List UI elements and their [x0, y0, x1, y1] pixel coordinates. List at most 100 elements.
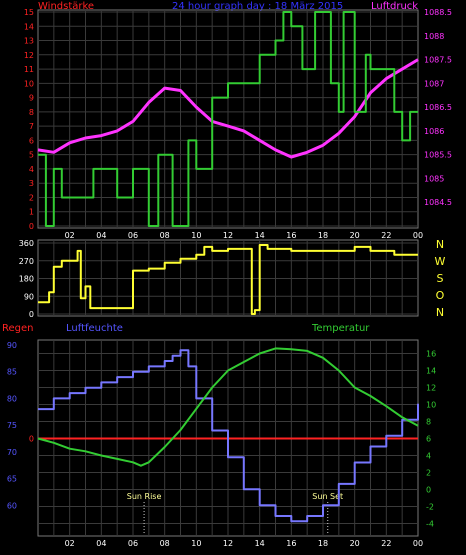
x-tick-label: 00: [413, 539, 423, 548]
temperature-tick: 16: [426, 350, 436, 359]
compass-label: S: [437, 272, 444, 285]
wind-speed-tick: 2: [29, 193, 34, 202]
wind-direction-tick: 270: [19, 257, 34, 266]
wind-speed-tick: 15: [24, 8, 34, 17]
x-tick-label: 02: [65, 539, 75, 548]
x-tick-label: 16: [286, 539, 296, 548]
x-tick-label: 10: [191, 231, 201, 240]
x-tick-label: 06: [128, 231, 138, 240]
pressure-tick: 1087.5: [424, 56, 452, 65]
temperature-tick: 4: [426, 452, 431, 461]
temperature-tick: 12: [426, 384, 436, 393]
panel-wind-direction-series: [38, 244, 418, 315]
title-wind-speed: Windstärke: [38, 1, 94, 12]
wind-direction-tick: 360: [19, 239, 34, 248]
wind-direction-tick: 0: [29, 310, 34, 319]
pressure-tick: 1088: [424, 32, 444, 41]
x-tick-label: 12: [223, 231, 233, 240]
wind-speed-tick: 10: [24, 79, 34, 88]
temperature-tick: 8: [426, 418, 431, 427]
x-tick-label: 22: [381, 231, 391, 240]
panel-humidity-temperature-series: [37, 347, 419, 523]
compass-label: N: [436, 306, 444, 319]
wind-speed-tick: 0: [29, 222, 34, 231]
rain-axis-ticks: 0: [29, 435, 34, 444]
humidity-tick: 60: [7, 501, 17, 510]
sun-annotations: Sun Rise Sun Set: [127, 492, 343, 535]
x-tick-label: 02: [65, 231, 75, 240]
pressure-tick: 1086.5: [424, 103, 452, 112]
wind-speed-tick: 3: [29, 179, 34, 188]
wind-speed-tick: 14: [24, 22, 34, 31]
compass-label: O: [436, 289, 445, 302]
wind-speed-tick: 8: [29, 108, 34, 117]
sun-rise-label: Sun Rise: [127, 492, 162, 501]
x-tick-label: 08: [160, 231, 170, 240]
pressure-tick: 1084.5: [424, 198, 452, 207]
pressure-tick: 1085.5: [424, 151, 452, 160]
humidity-line: [38, 349, 419, 523]
x-tick-label: 12: [223, 539, 233, 548]
temperature-tick: 6: [426, 435, 431, 444]
title-date: 24 hour graph day : 18 März 2015: [172, 1, 343, 12]
pressure-line: [37, 58, 419, 159]
sun-set-label: Sun Set: [312, 492, 343, 501]
compass-label: N: [436, 238, 444, 251]
humidity-tick: 85: [7, 368, 17, 377]
wind-speed-tick: 11: [24, 65, 34, 74]
x-tick-label: 00: [413, 231, 423, 240]
x-tick-label: 18: [318, 231, 328, 240]
temperature-tick: -4: [426, 520, 434, 529]
pressure-tick: 1088.5: [424, 8, 452, 17]
panel-wind-pressure-x-ticks: 02 04 06 08 10 12 14 16 18 20 22 00: [65, 231, 424, 240]
temperature-tick: 2: [426, 469, 431, 478]
wind-speed-tick: 5: [29, 151, 34, 160]
x-tick-label: 06: [128, 539, 138, 548]
panel-wind-pressure-series: [37, 11, 419, 227]
title-pressure: Luftdruck: [371, 1, 418, 12]
x-tick-label: 10: [191, 539, 201, 548]
x-tick-label: 04: [96, 539, 106, 548]
pressure-tick: 1087: [424, 79, 444, 88]
wind-speed-tick: 6: [29, 136, 34, 145]
humidity-tick: 75: [7, 421, 17, 430]
temperature-tick: -2: [426, 503, 434, 512]
wind-direction-tick: 180: [19, 275, 34, 284]
wind-speed-tick: 12: [24, 51, 34, 60]
wind-speed-tick: 1: [29, 208, 34, 217]
wind-speed-tick: 7: [29, 122, 34, 131]
pressure-tick: 1086: [424, 127, 444, 136]
temperature-tick: 0: [426, 486, 431, 495]
x-tick-label: 22: [381, 539, 391, 548]
wind-speed-tick: 9: [29, 94, 34, 103]
x-tick-label: 14: [255, 231, 265, 240]
panel-wind-direction-grid: [38, 240, 418, 316]
wind-direction-axis-ticks: 0 90 180 270 360: [19, 239, 34, 319]
x-tick-label: 18: [318, 539, 328, 548]
humidity-tick: 90: [7, 341, 17, 350]
wind-speed-tick: 4: [29, 165, 34, 174]
temperature-tick: 14: [426, 367, 436, 376]
wind-speed-line: [38, 11, 418, 227]
x-tick-label: 08: [160, 539, 170, 548]
pressure-axis-ticks: 1084.5 1085 1085.5 1086 1086.5 1087 1087.5 1088…: [424, 8, 452, 207]
humidity-tick: 65: [7, 475, 17, 484]
x-tick-label: 16: [286, 231, 296, 240]
temperature-axis-ticks: -4 -2 0 2 4 6 8 10 12 14 16: [426, 350, 436, 529]
humidity-tick: 70: [7, 448, 17, 457]
wind-speed-tick: 13: [24, 37, 34, 46]
compass-label: W: [435, 255, 446, 268]
title-rain: Regen: [2, 323, 34, 334]
x-tick-label: 04: [96, 231, 106, 240]
temperature-line: [37, 347, 419, 467]
rain-tick: 0: [29, 435, 34, 444]
humidity-axis-ticks: 60 65 70 75 80 85 90: [7, 341, 17, 510]
wind-direction-tick: 90: [24, 292, 34, 301]
pressure-tick: 1085: [424, 174, 444, 183]
panel-humidity-temperature-x-ticks: 02 04 06 08 10 12 14 16 18 20 22 00: [65, 539, 424, 548]
x-tick-label: 14: [255, 539, 265, 548]
temperature-tick: 10: [426, 401, 436, 410]
